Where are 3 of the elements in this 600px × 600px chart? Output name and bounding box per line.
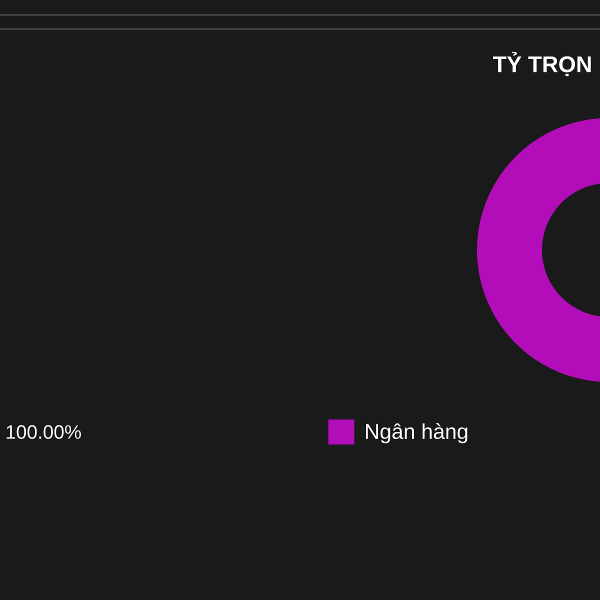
legend-label: Ngân hàng xyxy=(366,423,468,444)
data-label: 100.00% xyxy=(6,425,81,439)
chart-title: TỶ TRỌN xyxy=(493,52,591,76)
